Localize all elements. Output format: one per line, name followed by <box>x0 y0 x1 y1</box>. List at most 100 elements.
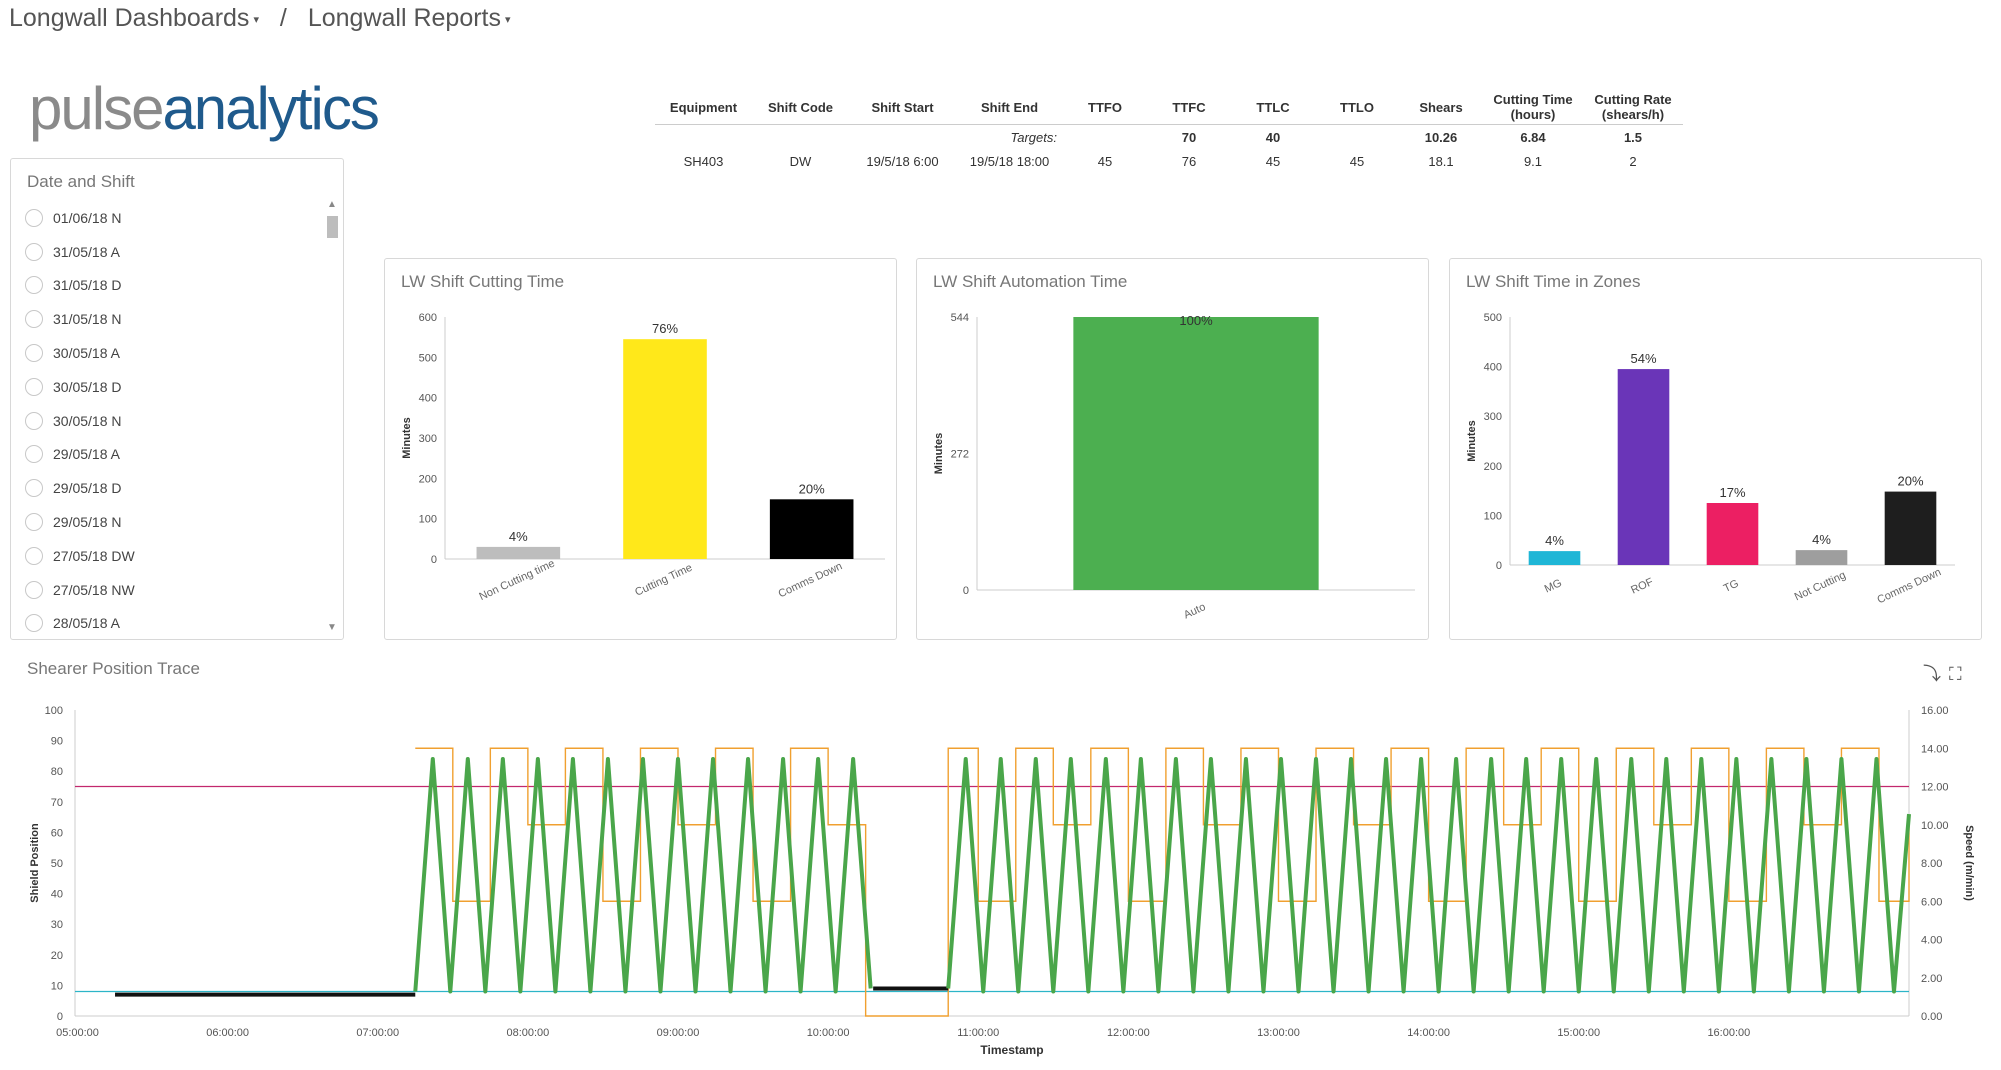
breadcrumb: Longwall Dashboards ▾ / Longwall Reports ▾ <box>9 4 511 33</box>
breadcrumb-reports[interactable]: Longwall Reports ▾ <box>308 4 511 32</box>
table-row: SH403 DW 19/5/18 6:00 19/5/18 18:00 45 7… <box>655 149 1683 173</box>
date-shift-panel: Date and Shift 01/06/18 N 31/05/18 A 31/05… <box>10 158 344 640</box>
target-cutting-rate: 1.5 <box>1623 129 1643 145</box>
y-axis-label: Minutes <box>401 417 413 459</box>
x-tick-label: 07:00:00 <box>356 1027 399 1039</box>
bar-value-label: 20% <box>799 481 825 496</box>
bar-value-label: 4% <box>1545 533 1564 548</box>
y2-tick-label: 4.00 <box>1921 935 1942 947</box>
x-tick-label: ROF <box>1629 576 1655 597</box>
radio-button[interactable] <box>25 276 43 295</box>
x-tick-label: 08:00:00 <box>506 1027 549 1039</box>
col-shift-code: Shift Code <box>768 99 833 115</box>
bar-value-label: 76% <box>652 321 678 336</box>
time-in-zones-panel: LW Shift Time in Zones 0 100 200 300 400 500 M… <box>1449 258 1982 640</box>
date-shift-label: 27/05/18 DW <box>53 547 135 564</box>
targets-row: Targets: 70 40 10.26 6.84 1.5 <box>655 125 1683 150</box>
date-shift-option[interactable]: 29/05/18 D <box>25 471 325 505</box>
bar-value-label: 54% <box>1630 351 1656 366</box>
radio-button[interactable] <box>25 445 43 464</box>
date-shift-option[interactable]: 01/06/18 N <box>25 201 325 235</box>
col-shift-start: Shift Start <box>871 99 934 115</box>
scroll-up-icon[interactable]: ▲ <box>327 199 337 210</box>
col-cutting-time: Cutting Time (hours) <box>1493 92 1573 122</box>
bar-value-label: 17% <box>1719 485 1745 500</box>
date-shift-option[interactable]: 31/05/18 A <box>25 235 325 269</box>
x-tick-label: 10:00:00 <box>807 1027 850 1039</box>
target-shears: 10.26 <box>1424 129 1458 145</box>
date-shift-option[interactable]: 30/05/18 N <box>25 404 325 438</box>
breadcrumb-dashboards[interactable]: Longwall Dashboards ▾ <box>9 4 259 32</box>
y2-tick-label: 10.00 <box>1921 820 1949 832</box>
y-axis-label: Minutes <box>933 433 945 475</box>
radio-button[interactable] <box>25 614 43 633</box>
y-tick-label: 10 <box>51 980 63 992</box>
x-tick-label: 09:00:00 <box>657 1027 700 1039</box>
radio-button[interactable] <box>25 310 43 329</box>
breadcrumb-separator: / <box>279 4 287 32</box>
cell-shift-start: 19/5/18 6:00 <box>866 153 939 169</box>
bar <box>1706 503 1759 565</box>
radio-button[interactable] <box>25 242 43 261</box>
scroll-thumb[interactable] <box>327 216 338 238</box>
date-shift-label: 30/05/18 A <box>53 345 120 362</box>
shift-summary-table: Equipment Shift Code Shift Start Shift E… <box>655 90 1683 173</box>
date-shift-option[interactable]: 31/05/18 N <box>25 302 325 336</box>
radio-button[interactable] <box>25 411 43 430</box>
radio-button[interactable] <box>25 344 43 363</box>
trace-toolbar: ⤵ ⛶ <box>1915 660 1962 686</box>
y-tick-label: 0 <box>1496 560 1502 572</box>
bar <box>1884 491 1937 565</box>
bar-value-label: 100% <box>1179 313 1213 328</box>
speed-trace-line <box>415 747 1910 1017</box>
date-shift-option[interactable]: 27/05/18 NW <box>25 573 325 607</box>
cell-ttfc: 76 <box>1181 153 1197 169</box>
x-tick-label: 13:00:00 <box>1257 1027 1300 1039</box>
x-tick-label: TG <box>1722 578 1741 595</box>
date-shift-list: 01/06/18 N 31/05/18 A 31/05/18 D 31/05/18 N… <box>25 201 325 640</box>
date-shift-option[interactable]: 28/05/18 A <box>25 607 325 641</box>
y-tick-label: 30 <box>51 919 63 931</box>
y-tick-label: 0 <box>431 554 437 566</box>
radio-button[interactable] <box>25 377 43 396</box>
date-shift-option[interactable]: 29/05/18 N <box>25 505 325 539</box>
y-tick-label: 400 <box>1484 362 1502 374</box>
date-shift-label: 27/05/18 NW <box>53 581 135 598</box>
date-shift-option[interactable]: 29/05/18 A <box>25 438 325 472</box>
y-tick-label: 300 <box>419 433 437 445</box>
y-tick-label: 400 <box>419 393 437 405</box>
scroll-down-icon[interactable]: ▼ <box>327 622 337 633</box>
radio-button[interactable] <box>25 513 43 532</box>
fullscreen-icon[interactable]: ⛶ <box>1949 664 1962 684</box>
date-shift-option[interactable]: 30/05/18 D <box>25 370 325 404</box>
bar-value-label: 4% <box>1812 532 1831 547</box>
automation-time-title: LW Shift Automation Time <box>933 272 1128 291</box>
date-shift-title: Date and Shift <box>27 172 135 191</box>
pulse-analytics-logo: pulseanalytics <box>29 74 380 144</box>
bar <box>476 546 561 559</box>
target-ttfo <box>1063 125 1147 150</box>
radio-button[interactable] <box>25 208 43 227</box>
download-icon[interactable]: ⤵ <box>1923 664 1941 684</box>
date-shift-option[interactable]: 31/05/18 D <box>25 269 325 303</box>
shield-trace-line <box>946 756 1911 994</box>
breadcrumb-dashboards-label: Longwall Dashboards <box>9 4 250 32</box>
y-tick-label: 600 <box>419 312 437 324</box>
time-in-zones-chart: 0 100 200 300 400 500 Minutes 4% MG 54% ROF 17% TG 4%… <box>1466 312 1955 606</box>
col-shears: Shears <box>1419 99 1463 115</box>
date-shift-option[interactable]: 27/05/18 DW <box>25 539 325 573</box>
x-tick-label: MG <box>1543 577 1564 595</box>
radio-button[interactable] <box>25 546 43 565</box>
col-ttfo: TTFO <box>1088 99 1122 115</box>
shearer-trace-title: Shearer Position Trace <box>27 659 200 678</box>
target-ttlc: 40 <box>1265 129 1281 145</box>
y-tick-label: 272 <box>951 449 969 461</box>
radio-button[interactable] <box>25 580 43 599</box>
bar <box>1795 550 1848 565</box>
radio-button[interactable] <box>25 479 43 498</box>
date-shift-scrollbar[interactable]: ▲ ▼ <box>325 199 339 633</box>
date-shift-label: 29/05/18 N <box>53 514 122 531</box>
date-shift-option[interactable]: 30/05/18 A <box>25 336 325 370</box>
automation-time-chart: 0 272 544 Minutes 100% Auto <box>933 312 1415 622</box>
time-in-zones-title: LW Shift Time in Zones <box>1466 272 1641 291</box>
